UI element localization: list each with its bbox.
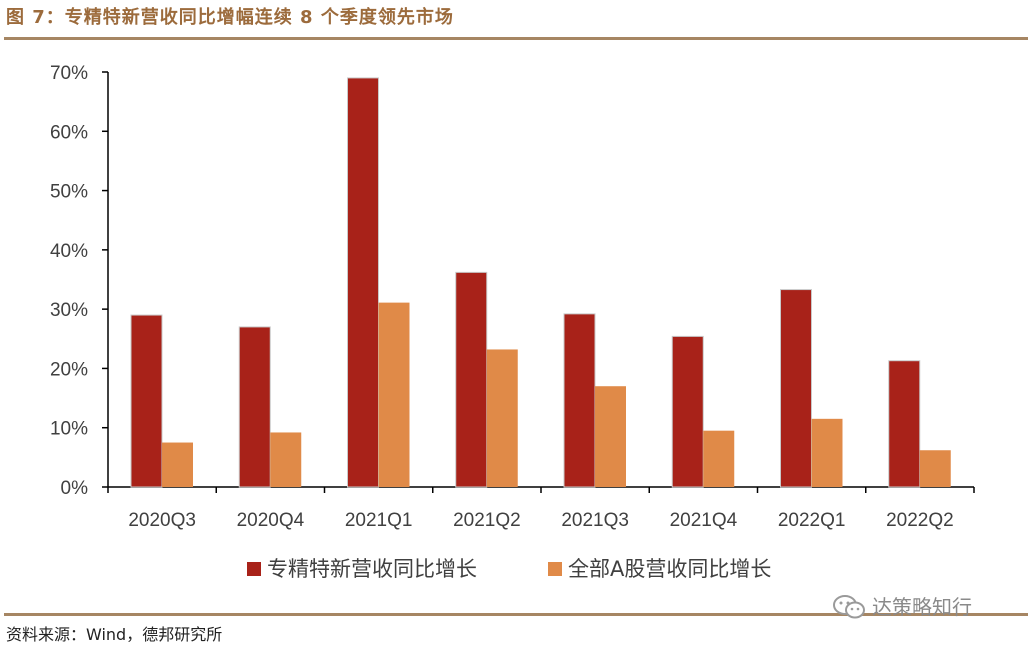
x-tick-label: 2022Q2 [886, 510, 954, 531]
bar-series1 [671, 335, 704, 488]
bar-series1 [455, 271, 488, 488]
bar-chart: 0% 10% 20% 30% 40% 50% 60% 70% 2020Q3 2020Q4 2021… [50, 63, 975, 581]
bar-series1 [888, 360, 921, 488]
bar-series1 [563, 313, 596, 488]
bar-series2 [378, 302, 410, 487]
bar-series1 [347, 77, 379, 488]
bar-series1 [238, 326, 271, 488]
legend-swatch-series1 [247, 562, 261, 576]
bar-series2 [486, 349, 518, 487]
x-tick-label: 2020Q4 [237, 510, 305, 531]
x-tick-label: 2021Q2 [453, 510, 521, 531]
x-tick-label: 2020Q3 [128, 510, 196, 531]
y-tick-label: 20% [50, 359, 88, 380]
bar-series2 [270, 432, 302, 487]
bars [130, 77, 951, 488]
y-tick-label: 0% [61, 478, 89, 499]
y-tick-label: 30% [50, 300, 88, 321]
y-tick-label: 70% [50, 63, 88, 84]
watermark: 达策略知行 [832, 592, 972, 622]
bar-series2 [811, 418, 843, 487]
legend-swatch-series2 [548, 562, 562, 576]
wechat-icon [833, 595, 865, 619]
x-tick-label: 2022Q1 [778, 510, 846, 531]
bottom-rule [4, 613, 1028, 616]
y-tick-label: 60% [50, 122, 88, 143]
y-axis-ticks: 0% 10% 20% 30% 40% 50% 60% 70% [50, 63, 108, 499]
y-tick-label: 10% [50, 419, 88, 440]
top-rule [4, 37, 1028, 40]
legend-label-series2: 全部A股营收同比增长 [568, 557, 771, 581]
bar-series1 [780, 289, 812, 488]
x-axis-ticks: 2020Q3 2020Q4 2021Q1 2021Q2 2021Q3 2021Q4 2022… [107, 487, 975, 531]
source-note: 资料来源：Wind，德邦研究所 [6, 625, 223, 644]
legend-label-series1: 专精特新营收同比增长 [267, 557, 477, 581]
bar-series2 [919, 450, 951, 487]
chart-axes [107, 72, 974, 488]
figure-title: 图 7：专精特新营收同比增幅连续 8 个季度领先市场 [6, 7, 454, 28]
bar-series2 [595, 386, 626, 487]
x-tick-label: 2021Q3 [561, 510, 629, 531]
watermark-text: 达策略知行 [872, 595, 972, 619]
bar-series2 [162, 442, 193, 487]
y-tick-label: 50% [50, 182, 88, 203]
bar-series1 [130, 314, 163, 488]
legend: 专精特新营收同比增长 全部A股营收同比增长 [247, 557, 771, 581]
x-tick-label: 2021Q1 [345, 510, 413, 531]
bar-series2 [703, 430, 735, 487]
x-tick-label: 2021Q4 [670, 510, 738, 531]
y-tick-label: 40% [50, 241, 88, 262]
